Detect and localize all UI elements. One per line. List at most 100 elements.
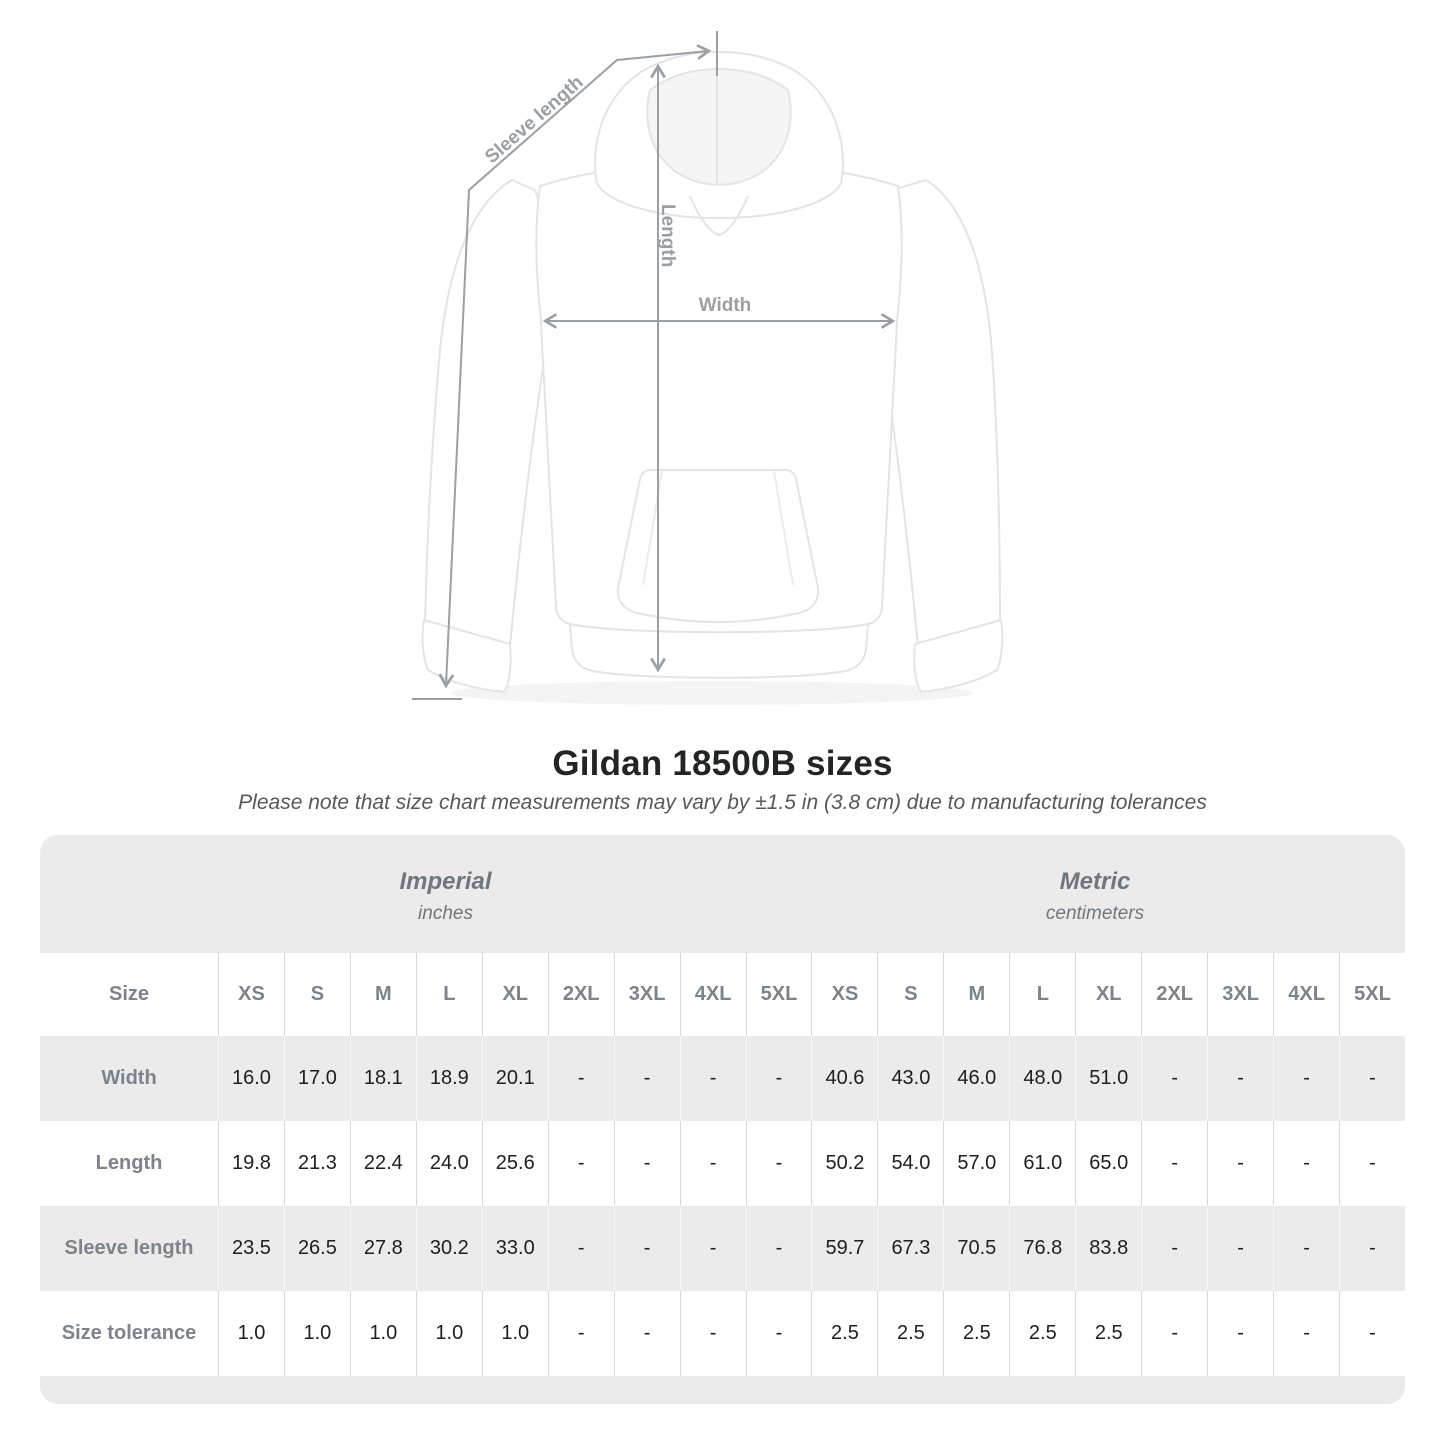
value-cell-imperial: 20.1 [481,1036,548,1121]
value-cell-imperial: 24.0 [415,1121,482,1206]
hoodie-pocket [616,469,820,623]
value-cell-imperial: 30.2 [415,1206,482,1291]
value-cell-metric: 76.8 [1009,1206,1076,1291]
value-cell-imperial: - [745,1036,812,1121]
row-label: Length [95,1152,163,1174]
value-cell-metric: - [1141,1121,1207,1206]
value-cell-metric: 65.0 [1075,1121,1141,1206]
value-cell-imperial: 1.0 [481,1291,548,1376]
value-cell-imperial: 18.1 [349,1036,416,1121]
page-title: Gildan 18500B sizes [552,744,893,783]
hoodie-measurement-diagram: Sleeve length Length Width [412,31,1004,705]
size-grid: Size XS S M L XL 2XL 3XL 4XL 5XL XS S M L XL 2XL 3XL 4XL 5… [40,953,1405,1376]
size-header-metric-s: S [877,953,943,1036]
value-cell-imperial: - [547,1121,614,1206]
width-label: Width [699,295,752,316]
value-cell-imperial: - [679,1206,746,1291]
size-header-imperial-m: M [349,953,416,1036]
value-cell-metric: - [1141,1036,1208,1121]
value-cell-metric: 2.5 [811,1291,877,1376]
value-cell-metric: 2.5 [943,1291,1009,1376]
value-cell-metric: - [1339,1121,1405,1206]
unit-header-band: Imperial inches Metric centimeters [40,835,1405,953]
hoodie-left-sleeve [424,179,552,647]
value-cell-imperial: - [613,1291,680,1376]
value-cell-imperial: - [745,1121,812,1206]
unit-group-metric: Metric centimeters [811,835,1405,953]
value-cell-metric: 2.5 [1075,1291,1141,1376]
value-cell-metric: 57.0 [943,1121,1009,1206]
hoodie-right-cuff [913,619,1004,693]
value-cell-imperial: - [745,1206,812,1291]
size-header-metric-xl: XL [1075,953,1141,1036]
hoodie-shadow [450,681,974,705]
value-cell-metric: - [1339,1036,1405,1121]
size-header-imperial-2xl: 2XL [547,953,614,1036]
value-cell-imperial: - [679,1291,746,1376]
value-cell-imperial: 21.3 [283,1121,350,1206]
value-cell-metric: 48.0 [1009,1036,1076,1121]
value-cell-metric: 54.0 [877,1121,943,1206]
value-cell-metric: - [1273,1121,1339,1206]
size-chart-table: Imperial inches Metric centimeters Size X… [40,835,1405,1404]
value-cell-imperial: - [613,1121,680,1206]
row-label: Size tolerance [61,1322,197,1344]
size-header-metric-4xl: 4XL [1273,953,1339,1036]
value-cell-metric: - [1339,1206,1405,1291]
value-cell-imperial: - [679,1036,746,1121]
value-cell-metric: 70.5 [943,1206,1010,1291]
imperial-label: Imperial [399,867,492,895]
row-label: Sleeve length [40,1206,218,1291]
value-cell-imperial: 1.0 [415,1291,482,1376]
value-cell-metric: 59.7 [811,1206,878,1291]
pocket-seam-right [773,470,794,586]
value-cell-imperial: - [547,1206,614,1291]
value-cell-imperial: - [547,1036,614,1121]
value-cell-metric: 83.8 [1075,1206,1142,1291]
size-header-metric-l: L [1009,953,1075,1036]
metric-label: Metric [1059,867,1131,895]
value-cell-metric: - [1207,1121,1273,1206]
value-cell-metric: 40.6 [811,1036,878,1121]
value-cell-imperial: 25.6 [481,1121,548,1206]
value-cell-imperial: 23.5 [218,1206,284,1291]
value-cell-metric: 67.3 [877,1206,944,1291]
value-cell-imperial: - [547,1291,614,1376]
value-cell-metric: 50.2 [811,1121,877,1206]
value-cell-metric: 43.0 [877,1036,944,1121]
value-cell-metric: - [1339,1291,1405,1376]
size-column-header: Size [108,983,150,1005]
size-header-imperial-xl: XL [481,953,548,1036]
value-cell-metric: - [1273,1036,1340,1121]
unit-group-imperial: Imperial inches [40,835,811,953]
value-cell-imperial: 18.9 [415,1036,482,1121]
size-header-metric-3xl: 3XL [1207,953,1273,1036]
value-cell-metric: - [1207,1036,1274,1121]
hoodie-waistband [569,623,869,679]
value-cell-metric: - [1207,1206,1274,1291]
imperial-unit: inches [418,902,473,924]
value-cell-imperial: 1.0 [283,1291,350,1376]
size-header-imperial-s: S [283,953,350,1036]
size-header-imperial-l: L [415,953,482,1036]
size-header-metric-m: M [943,953,1009,1036]
sleeve-length-label: Sleeve length [481,72,587,168]
value-cell-metric: - [1141,1291,1207,1376]
tolerance-note: Please note that size chart measurements… [238,791,1207,814]
size-header-metric-2xl: 2XL [1141,953,1207,1036]
value-cell-imperial: - [613,1036,680,1121]
value-cell-metric: - [1273,1291,1339,1376]
value-cell-metric: 2.5 [1009,1291,1075,1376]
value-cell-metric: 51.0 [1075,1036,1142,1121]
value-cell-imperial: 22.4 [349,1121,416,1206]
size-header-metric-5xl: 5XL [1339,953,1405,1036]
value-cell-imperial: - [613,1206,680,1291]
value-cell-metric: - [1207,1291,1273,1376]
length-label: Length [657,204,678,267]
value-cell-imperial: 27.8 [349,1206,416,1291]
value-cell-imperial: 33.0 [481,1206,548,1291]
size-header-imperial-5xl: 5XL [745,953,812,1036]
value-cell-metric: 2.5 [877,1291,943,1376]
value-cell-imperial: - [679,1121,746,1206]
